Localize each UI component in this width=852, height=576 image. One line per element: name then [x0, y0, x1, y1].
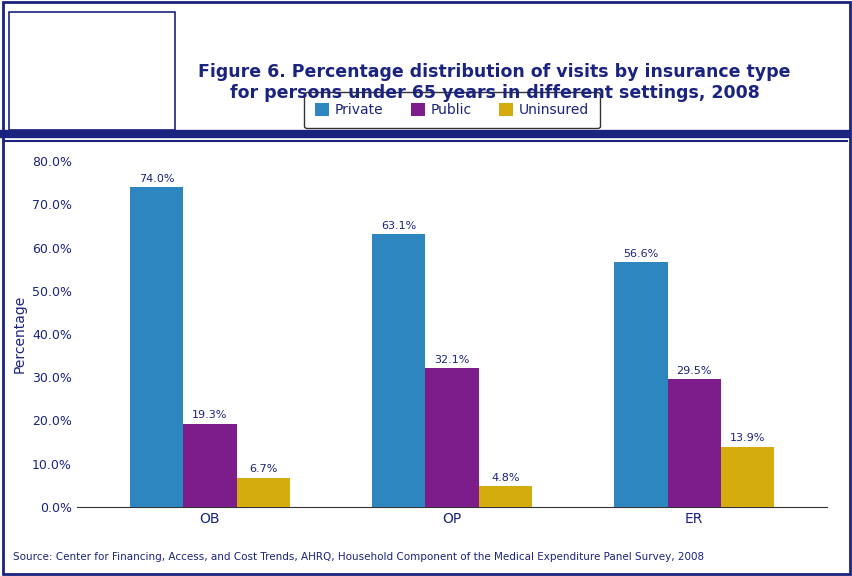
Text: 4.8%: 4.8%	[491, 473, 519, 483]
Text: 63.1%: 63.1%	[381, 221, 416, 231]
Bar	[613, 263, 667, 507]
Bar	[183, 423, 236, 507]
Text: Advancing
Excellence in
Health Care: Advancing Excellence in Health Care	[60, 80, 119, 110]
Text: 6.7%: 6.7%	[249, 464, 277, 475]
Text: Source: Center for Financing, Access, and Cost Trends, AHRQ, Household Component: Source: Center for Financing, Access, an…	[13, 552, 703, 562]
Text: 32.1%: 32.1%	[434, 355, 469, 365]
Legend: Private, Public, Uninsured: Private, Public, Uninsured	[303, 92, 600, 128]
Bar	[130, 187, 183, 507]
Bar	[371, 234, 425, 507]
Text: 74.0%: 74.0%	[139, 174, 174, 184]
Y-axis label: Percentage: Percentage	[12, 295, 26, 373]
Text: AHRQ: AHRQ	[58, 61, 121, 79]
Text: 19.3%: 19.3%	[192, 410, 227, 420]
Bar	[236, 478, 290, 507]
Bar	[667, 380, 720, 507]
Bar	[425, 368, 478, 507]
Bar	[720, 447, 774, 507]
Text: Figure 6. Percentage distribution of visits by insurance type
for persons under : Figure 6. Percentage distribution of vis…	[199, 63, 790, 102]
Text: 29.5%: 29.5%	[676, 366, 711, 376]
Text: 56.6%: 56.6%	[623, 249, 658, 259]
Text: 13.9%: 13.9%	[729, 433, 764, 444]
Bar	[478, 486, 532, 507]
